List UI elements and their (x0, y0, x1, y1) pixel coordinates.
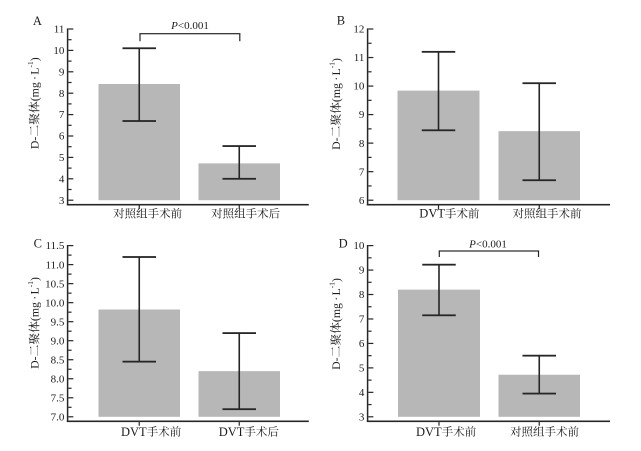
svg-text:·: · (27, 76, 41, 80)
svg-text:8.0: 8.0 (51, 373, 65, 385)
svg-text:DVT: DVT (416, 425, 442, 439)
svg-text:(mg: (mg (329, 83, 343, 102)
svg-text:3: 3 (359, 411, 365, 423)
svg-text:9: 9 (359, 265, 365, 277)
svg-text:): ) (27, 57, 41, 61)
svg-text:L: L (329, 288, 343, 295)
svg-text:): ) (27, 277, 41, 281)
svg-text:4: 4 (359, 387, 365, 399)
svg-text:10.5: 10.5 (45, 278, 65, 290)
svg-text:·: · (329, 297, 343, 301)
svg-text:10: 10 (53, 45, 65, 57)
svg-text:3: 3 (59, 195, 65, 207)
svg-text:-1: -1 (328, 282, 337, 288)
svg-text:(mg: (mg (329, 303, 343, 322)
svg-text:DVT: DVT (121, 425, 147, 439)
svg-text:9.5: 9.5 (51, 316, 65, 328)
svg-text:11.5: 11.5 (46, 240, 65, 252)
svg-text:5: 5 (59, 152, 65, 164)
svg-text:DVT: DVT (419, 207, 445, 221)
svg-text:DVT: DVT (219, 425, 245, 439)
svg-text:7.0: 7.0 (51, 411, 65, 423)
svg-text:7.5: 7.5 (51, 392, 65, 404)
svg-text:8: 8 (59, 88, 65, 100)
svg-text:-1: -1 (26, 61, 35, 67)
svg-text:7: 7 (59, 109, 65, 121)
svg-text:8: 8 (359, 138, 365, 150)
svg-text:12: 12 (353, 24, 364, 36)
svg-text:L: L (27, 287, 41, 294)
svg-text:B: B (337, 14, 345, 28)
svg-text:D-: D- (27, 356, 41, 369)
svg-text:10: 10 (353, 81, 365, 93)
svg-text:): ) (329, 58, 343, 62)
svg-text:11.0: 11.0 (46, 259, 65, 271)
svg-text:8.5: 8.5 (51, 354, 65, 366)
svg-text:8: 8 (359, 289, 365, 301)
svg-text:·: · (329, 77, 343, 81)
svg-text:L: L (27, 67, 41, 74)
svg-text:10.0: 10.0 (45, 297, 65, 309)
svg-text:D-: D- (329, 357, 343, 370)
svg-text:P<0.001: P<0.001 (170, 20, 209, 32)
svg-text:D-: D- (329, 137, 343, 150)
svg-text:(mg: (mg (27, 82, 41, 101)
svg-text:-1: -1 (328, 62, 337, 68)
svg-text:D-: D- (27, 137, 41, 150)
svg-text:11: 11 (54, 24, 65, 36)
svg-text:9.0: 9.0 (51, 335, 65, 347)
svg-text:D: D (339, 236, 348, 250)
svg-text:A: A (33, 14, 42, 28)
svg-text:4: 4 (59, 173, 65, 185)
svg-text:10: 10 (353, 240, 365, 252)
svg-text:): ) (329, 278, 343, 282)
svg-text:9: 9 (59, 66, 65, 78)
svg-text:(mg: (mg (27, 302, 41, 321)
svg-text:6: 6 (359, 195, 365, 207)
svg-text:L: L (329, 68, 343, 75)
svg-text:9: 9 (359, 109, 365, 121)
svg-text:6: 6 (359, 338, 365, 350)
svg-text:7: 7 (359, 314, 365, 326)
svg-text:11: 11 (354, 52, 365, 64)
svg-text:-1: -1 (26, 281, 35, 287)
svg-text:C: C (34, 236, 42, 250)
svg-text:5: 5 (359, 363, 365, 375)
svg-text:·: · (27, 296, 41, 300)
svg-text:6: 6 (59, 131, 65, 143)
svg-text:P<0.001: P<0.001 (468, 239, 507, 251)
svg-text:7: 7 (359, 166, 365, 178)
